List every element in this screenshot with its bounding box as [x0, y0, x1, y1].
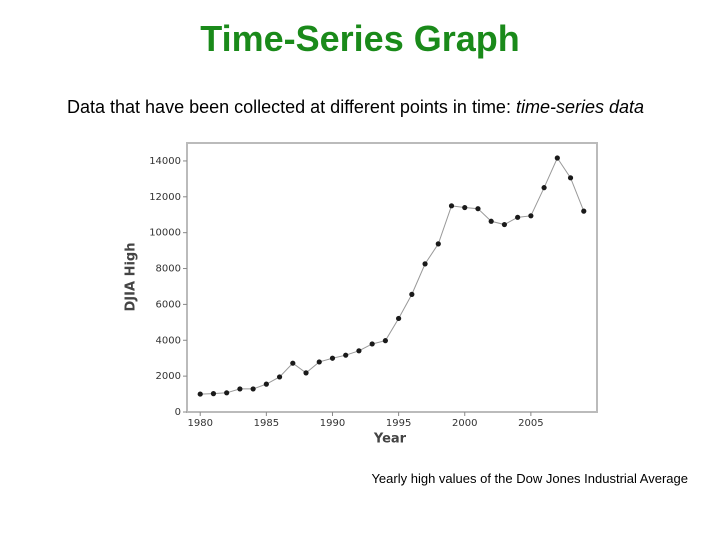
data-point [528, 213, 534, 219]
caption: Yearly high values of the Dow Jones Indu… [371, 471, 688, 486]
y-tick-label: 12000 [149, 192, 181, 203]
data-point [237, 386, 243, 392]
data-point [197, 391, 203, 397]
data-point [448, 203, 455, 209]
data-point [567, 175, 574, 181]
x-tick-label: 2000 [452, 418, 477, 429]
data-point [224, 390, 230, 396]
data-point [475, 206, 481, 212]
y-tick-label: 8000 [156, 264, 181, 275]
y-tick-label: 0 [175, 407, 181, 418]
intro-text: Data that have been collected at differe… [67, 94, 672, 120]
y-tick-label: 14000 [149, 156, 181, 167]
data-point [343, 352, 349, 358]
data-point [554, 155, 560, 161]
data-point [356, 348, 362, 354]
data-point [263, 381, 269, 387]
data-point [369, 341, 375, 347]
x-tick-label: 1985 [254, 418, 279, 429]
plot-frame [186, 142, 598, 413]
data-point [501, 221, 508, 228]
data-point [303, 370, 309, 376]
x-tick-label: 1980 [187, 418, 212, 429]
slide-title: Time-Series Graph [200, 18, 520, 59]
data-point [250, 386, 256, 392]
data-point [276, 374, 283, 380]
data-point [316, 359, 322, 365]
y-axis-label: DJIA High [124, 243, 139, 312]
data-point [396, 315, 402, 322]
intro-italic: time-series data [515, 97, 645, 117]
x-tick-label: 1995 [386, 418, 411, 429]
x-axis-label: Year [373, 432, 407, 447]
data-point [409, 291, 415, 297]
data-point [515, 214, 521, 220]
data-point [329, 355, 336, 361]
y-tick-label: 6000 [156, 299, 181, 310]
data-point [581, 208, 587, 214]
intro-plain: Data that have been collected at differe… [67, 97, 516, 117]
y-tick-label: 10000 [149, 228, 181, 239]
x-tick-label: 1990 [320, 418, 345, 429]
x-tick-label: 2005 [518, 418, 543, 429]
data-point [488, 218, 494, 224]
data-point [290, 360, 296, 366]
data-point [435, 241, 441, 247]
data-point [210, 391, 217, 397]
y-tick-label: 4000 [156, 335, 181, 346]
data-point [422, 261, 428, 267]
data-point [541, 185, 547, 191]
data-point [462, 204, 468, 211]
y-tick-label: 2000 [156, 371, 181, 382]
data-point [382, 338, 388, 344]
